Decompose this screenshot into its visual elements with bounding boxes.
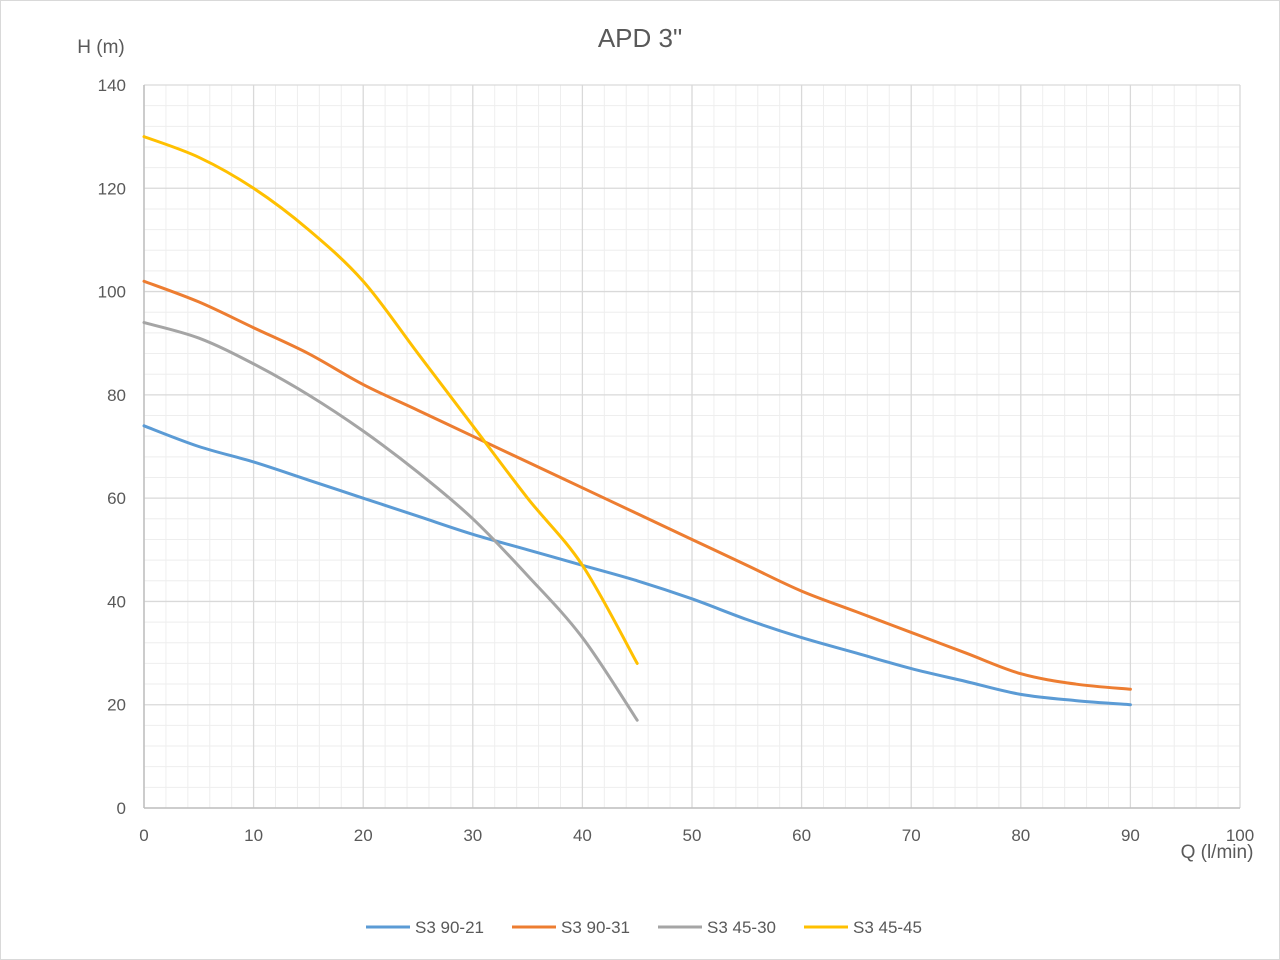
y-tick-label: 120 bbox=[98, 179, 126, 198]
x-tick-label: 50 bbox=[683, 826, 702, 845]
x-tick-label: 30 bbox=[463, 826, 482, 845]
legend-label: S3 45-30 bbox=[707, 918, 776, 937]
chart-title: APD 3" bbox=[598, 23, 682, 53]
legend-label: S3 45-45 bbox=[853, 918, 922, 937]
x-tick-label: 0 bbox=[139, 826, 148, 845]
x-axis-title: Q (l/min) bbox=[1181, 842, 1254, 863]
y-tick-label: 20 bbox=[107, 696, 126, 715]
series-line-s3-90-21 bbox=[142, 424, 1132, 707]
x-tick-label: 80 bbox=[1011, 826, 1030, 845]
y-tick-label: 100 bbox=[98, 283, 126, 302]
axes bbox=[143, 85, 1240, 809]
x-tick-label: 60 bbox=[792, 826, 811, 845]
legend-label: S3 90-21 bbox=[415, 918, 484, 937]
x-tick-label: 20 bbox=[354, 826, 373, 845]
y-axis-title: H (m) bbox=[77, 37, 124, 58]
y-tick-label: 80 bbox=[107, 386, 126, 405]
series-line-s3-90-31 bbox=[142, 279, 1132, 691]
y-tick-labels: 0 20 40 60 80 100 120 140 bbox=[98, 76, 126, 818]
x-tick-label: 10 bbox=[244, 826, 263, 845]
x-tick-label: 100 bbox=[1226, 826, 1254, 845]
series-layer bbox=[142, 135, 1132, 722]
y-tick-label: 140 bbox=[98, 76, 126, 95]
legend: S3 90-21 S3 90-31 S3 45-30 S3 45-45 bbox=[366, 918, 922, 937]
x-tick-label: 70 bbox=[902, 826, 921, 845]
x-tick-label: 90 bbox=[1121, 826, 1140, 845]
x-tick-label: 40 bbox=[573, 826, 592, 845]
legend-label: S3 90-31 bbox=[561, 918, 630, 937]
y-tick-label: 60 bbox=[107, 489, 126, 508]
y-tick-label: 40 bbox=[107, 592, 126, 611]
series-line-s3-45-30 bbox=[142, 321, 639, 722]
x-tick-labels: 0 10 20 30 40 50 60 70 80 90 100 bbox=[139, 826, 1254, 845]
series-line-s3-45-45 bbox=[142, 135, 639, 665]
y-tick-label: 0 bbox=[117, 799, 126, 818]
